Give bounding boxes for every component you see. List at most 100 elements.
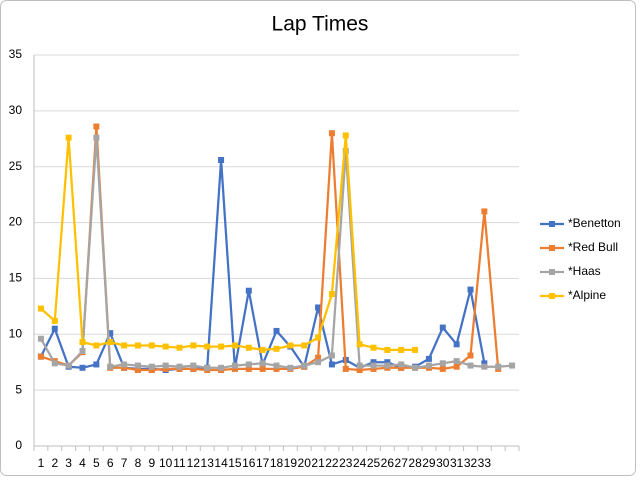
data-point xyxy=(315,334,322,341)
data-point xyxy=(204,343,211,350)
x-tick-label: 13 xyxy=(201,456,215,470)
data-point xyxy=(509,362,516,369)
data-point xyxy=(259,365,266,372)
data-point xyxy=(245,361,252,368)
data-point xyxy=(370,365,377,372)
x-tick-label: 17 xyxy=(256,456,270,470)
x-tick-label: 31 xyxy=(450,456,464,470)
data-point xyxy=(65,362,72,369)
data-point xyxy=(453,363,460,370)
data-point xyxy=(356,341,363,348)
x-tick-label: 14 xyxy=(214,456,228,470)
data-point xyxy=(51,317,58,324)
data-point xyxy=(481,360,488,367)
data-point xyxy=(148,367,155,374)
data-point xyxy=(467,352,474,359)
data-point xyxy=(121,361,128,368)
data-point xyxy=(37,353,44,360)
data-point xyxy=(190,342,197,349)
data-point xyxy=(121,364,128,371)
data-point xyxy=(356,362,363,369)
data-point xyxy=(495,363,502,370)
data-point xyxy=(107,363,114,370)
data-point xyxy=(412,364,419,371)
x-tick-label: 32 xyxy=(464,456,478,470)
data-point xyxy=(398,346,405,353)
legend-label: *Haas xyxy=(568,264,601,278)
data-point xyxy=(439,365,446,372)
data-point xyxy=(398,361,405,368)
x-tick-label: 30 xyxy=(436,456,450,470)
data-point xyxy=(107,330,114,337)
data-point xyxy=(287,342,294,349)
x-tick-label: 8 xyxy=(135,456,142,470)
y-tick-label: 5 xyxy=(15,382,22,396)
legend-marker xyxy=(549,293,555,299)
data-point xyxy=(370,344,377,351)
legend-marker xyxy=(549,269,555,275)
data-point xyxy=(453,358,460,365)
legend-label: *Alpine xyxy=(568,288,606,302)
data-point xyxy=(134,362,141,369)
x-tick-label: 18 xyxy=(270,456,284,470)
data-point xyxy=(328,361,335,368)
data-point xyxy=(65,134,72,141)
data-point xyxy=(439,324,446,331)
data-point xyxy=(315,304,322,311)
data-point xyxy=(79,339,86,346)
y-tick-label: 25 xyxy=(9,159,23,173)
data-point xyxy=(245,287,252,294)
data-point xyxy=(51,360,58,367)
x-tick-label: 28 xyxy=(408,456,422,470)
data-point xyxy=(384,346,391,353)
y-tick-label: 10 xyxy=(9,326,23,340)
x-tick-label: 22 xyxy=(325,456,339,470)
data-point xyxy=(328,352,335,359)
data-point xyxy=(37,335,44,342)
data-point xyxy=(315,354,322,361)
data-point xyxy=(93,123,100,130)
data-point xyxy=(356,367,363,374)
x-tick-label: 7 xyxy=(121,456,128,470)
data-point xyxy=(259,360,266,367)
data-point xyxy=(301,362,308,369)
data-point xyxy=(37,305,44,312)
data-point xyxy=(315,359,322,366)
data-point xyxy=(176,363,183,370)
x-tick-label: 26 xyxy=(381,456,395,470)
legend-label: *Benetton xyxy=(568,216,621,230)
data-point xyxy=(93,342,100,349)
x-tick-label: 33 xyxy=(478,456,492,470)
data-point xyxy=(273,327,280,334)
data-point xyxy=(121,342,128,349)
data-point xyxy=(370,359,377,366)
x-tick-label: 9 xyxy=(148,456,155,470)
data-point xyxy=(148,342,155,349)
data-point xyxy=(425,362,432,369)
data-point xyxy=(190,362,197,369)
x-tick-label: 19 xyxy=(284,456,298,470)
data-point xyxy=(79,364,86,371)
data-point xyxy=(134,367,141,374)
data-point xyxy=(273,365,280,372)
series-line xyxy=(40,134,416,352)
x-tick-label: 25 xyxy=(367,456,381,470)
x-tick-label: 12 xyxy=(187,456,201,470)
chart-title: Lap Times xyxy=(272,13,369,36)
data-point xyxy=(231,342,238,349)
legend-marker xyxy=(549,245,555,251)
x-tick-label: 2 xyxy=(51,456,58,470)
x-tick-label: 4 xyxy=(79,456,86,470)
data-point xyxy=(51,325,58,332)
data-point xyxy=(384,362,391,369)
y-tick-label: 15 xyxy=(9,271,23,285)
data-point xyxy=(162,362,169,369)
data-point xyxy=(342,132,349,139)
data-point xyxy=(162,365,169,372)
data-point xyxy=(162,343,169,350)
data-point xyxy=(176,344,183,351)
legend-marker xyxy=(549,221,555,227)
data-point xyxy=(218,343,225,350)
